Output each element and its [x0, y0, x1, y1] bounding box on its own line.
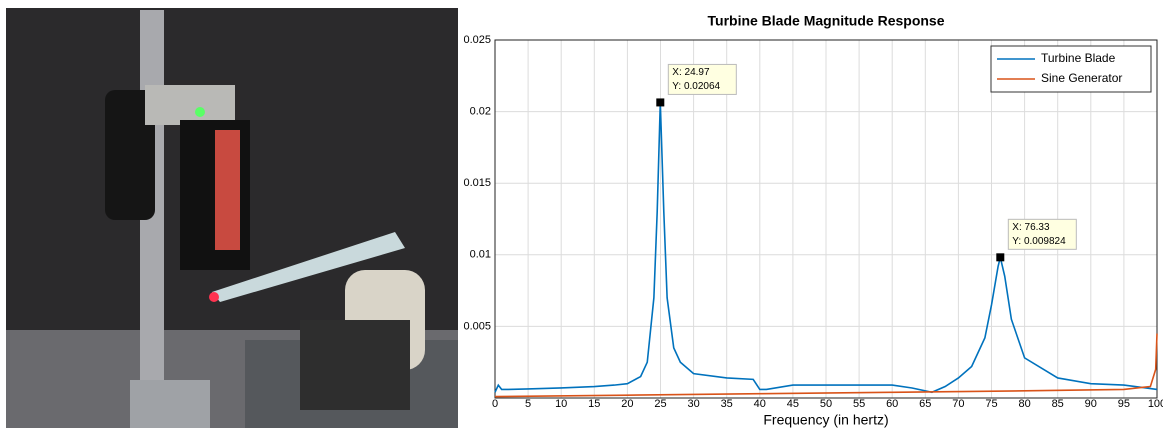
x-tick-label: 25 — [654, 398, 666, 410]
y-tick-label: 0.02 — [470, 106, 491, 118]
x-tick-label: 80 — [1018, 398, 1030, 410]
legend-label: Turbine Blade — [1041, 51, 1116, 65]
clamp — [145, 85, 235, 125]
x-tick-label: 100 — [1148, 398, 1163, 410]
x-tick-label: 5 — [525, 398, 531, 410]
status-light — [195, 107, 205, 117]
datatip-text: X: 24.97 — [672, 67, 710, 78]
x-tick-label: 50 — [820, 398, 832, 410]
x-tick-label: 15 — [588, 398, 600, 410]
x-tick-label: 20 — [621, 398, 633, 410]
datatip-text: Y: 0.009824 — [1012, 236, 1066, 247]
x-tick-label: 35 — [721, 398, 733, 410]
x-tick-label: 70 — [952, 398, 964, 410]
y-tick-label: 0.015 — [463, 177, 491, 189]
vise — [300, 320, 410, 410]
sensor-label — [215, 130, 240, 250]
series-line — [494, 333, 1158, 398]
y-tick-label: 0.025 — [463, 34, 491, 46]
datatip-marker — [656, 98, 665, 107]
x-tick-label: 75 — [985, 398, 997, 410]
chart-title: Turbine Blade Magnitude Response — [708, 13, 945, 29]
x-tick-label: 95 — [1118, 398, 1130, 410]
x-tick-label: 40 — [754, 398, 766, 410]
x-tick-label: 10 — [555, 398, 567, 410]
turbine-blade — [212, 232, 405, 302]
x-axis-label: Frequency (in hertz) — [763, 412, 888, 428]
datatip-text: X: 76.33 — [1012, 222, 1050, 233]
knob — [105, 90, 155, 220]
x-tick-label: 85 — [1052, 398, 1064, 410]
x-tick-label: 65 — [919, 398, 931, 410]
legend-box — [990, 45, 1152, 93]
laser-spot — [209, 292, 219, 302]
datatip-box — [1007, 218, 1077, 250]
legend-label: Sine Generator — [1041, 71, 1122, 85]
photo — [6, 8, 458, 428]
datatip-text: Y: 0.02064 — [672, 81, 720, 92]
y-tick-label: 0.01 — [470, 249, 491, 261]
datatip-marker — [996, 253, 1005, 262]
datatip-box — [667, 63, 737, 95]
x-tick-label: 0 — [492, 398, 498, 410]
axes-box — [494, 39, 1158, 399]
stand-base — [130, 380, 210, 428]
x-tick-label: 60 — [886, 398, 898, 410]
x-tick-label: 45 — [787, 398, 799, 410]
x-tick-label: 55 — [853, 398, 865, 410]
y-tick-label: 0.005 — [463, 320, 491, 332]
x-tick-label: 90 — [1085, 398, 1097, 410]
x-tick-label: 30 — [687, 398, 699, 410]
